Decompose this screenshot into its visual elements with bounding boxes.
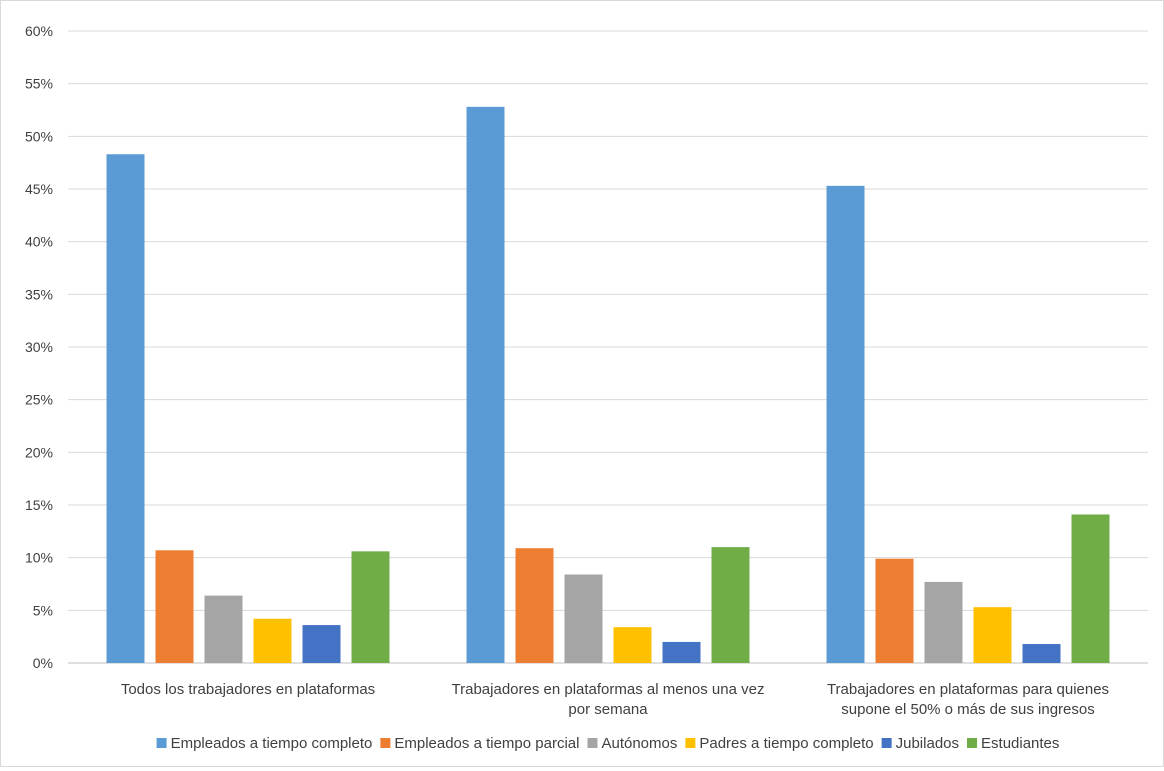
legend: Empleados a tiempo completo Empleados a t… — [156, 735, 1059, 752]
y-tick-label: 0% — [33, 655, 53, 671]
y-tick-label: 10% — [25, 550, 53, 566]
legend-item: Empleados a tiempo completo — [156, 735, 373, 752]
bar — [973, 607, 1012, 663]
bar — [351, 551, 390, 663]
legend-item: Autónomos — [587, 735, 677, 752]
legend-item: Padres a tiempo completo — [685, 735, 874, 752]
legend-label: Autónomos — [601, 735, 677, 752]
bar — [924, 581, 963, 663]
bar — [253, 618, 292, 663]
y-tick-label: 5% — [33, 602, 53, 618]
y-tick-label: 20% — [25, 444, 53, 460]
y-tick-label: 55% — [25, 76, 53, 92]
gridlines — [68, 30, 1148, 664]
bar — [1022, 644, 1061, 663]
x-category-label: Todos los trabajadores en plataformas — [121, 681, 375, 698]
legend-item: Jubilados — [881, 735, 959, 752]
bar — [711, 547, 750, 663]
bar — [826, 185, 865, 663]
legend-label: Estudiantes — [981, 735, 1059, 752]
bar — [875, 558, 914, 663]
x-category-label: Trabajadores en plataformas para quienes… — [827, 681, 1109, 718]
legend-swatch — [587, 738, 598, 748]
legend-label: Padres a tiempo completo — [699, 735, 873, 752]
legend-item: Estudiantes — [967, 735, 1059, 752]
bar — [662, 641, 701, 663]
y-axis-tick-labels: 0% 5% 10% 15% 20% 25% 30% 35% 40% 45% 50% 55% 60% — [25, 23, 53, 671]
legend-swatch — [380, 738, 391, 748]
x-category-label: Trabajadores en plataformas al menos una… — [452, 681, 765, 718]
y-tick-label: 35% — [25, 286, 53, 302]
bar — [1071, 514, 1110, 663]
y-tick-label: 30% — [25, 339, 53, 355]
bar — [564, 574, 603, 663]
legend-label: Jubilados — [896, 735, 959, 752]
bar — [204, 595, 243, 663]
legend-swatch — [156, 738, 167, 748]
bar — [613, 627, 652, 663]
x-axis-category-labels: Todos los trabajadores en plataformas Tra… — [121, 681, 1109, 718]
legend-label: Empleados a tiempo parcial — [394, 735, 579, 752]
legend-label: Empleados a tiempo completo — [171, 735, 373, 752]
legend-item: Empleados a tiempo parcial — [380, 735, 579, 752]
bars — [106, 106, 1110, 664]
bar — [515, 548, 554, 663]
legend-swatch — [967, 738, 978, 748]
y-tick-label: 15% — [25, 497, 53, 513]
bar — [466, 106, 505, 664]
bar — [106, 154, 145, 664]
legend-swatch — [881, 738, 892, 748]
y-tick-label: 40% — [25, 234, 53, 250]
bar — [155, 550, 194, 663]
y-tick-label: 45% — [25, 181, 53, 197]
y-tick-label: 25% — [25, 392, 53, 408]
y-tick-label: 60% — [25, 23, 53, 39]
bar — [302, 625, 341, 663]
legend-swatch — [685, 738, 696, 748]
y-tick-label: 50% — [25, 128, 53, 144]
